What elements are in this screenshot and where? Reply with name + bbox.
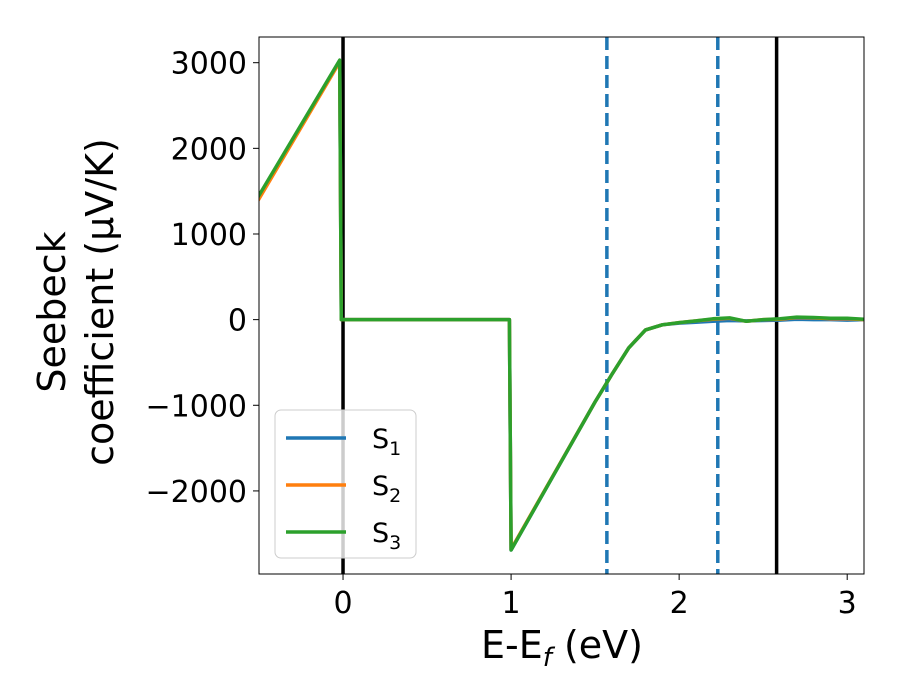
legend: S1 S2 S3	[274, 409, 417, 559]
y-axis-label-line1: Seebeck	[30, 231, 74, 392]
y-tick-label: 0	[228, 304, 247, 339]
y-axis-label-line2: coefficient (μV/K)	[78, 138, 122, 466]
legend-label-s1: S1	[372, 424, 401, 460]
x-tick-label: 1	[502, 586, 521, 621]
x-tick-label: 2	[670, 586, 689, 621]
x-tick-label: 0	[333, 586, 352, 621]
y-tick-label: 1000	[171, 218, 247, 253]
y-axis-ticks: −2000 −1000 0 1000 2000 3000	[146, 47, 259, 510]
y-tick-label: 2000	[171, 132, 247, 167]
x-axis-ticks: 0 1 2 3	[333, 574, 857, 621]
series-lines	[259, 58, 864, 552]
y-tick-label: −1000	[146, 389, 247, 424]
y-axis-label: Seebeck coefficient (μV/K)	[30, 138, 122, 466]
legend-label-s3: S3	[372, 518, 401, 554]
x-axis-label: E-Ef (eV)	[481, 623, 643, 673]
x-tick-label: 3	[838, 586, 857, 621]
y-tick-label: 3000	[171, 47, 247, 82]
series-line-s3	[259, 58, 864, 552]
legend-label-s2: S2	[372, 471, 401, 507]
y-tick-label: −2000	[146, 475, 247, 510]
plot-frame	[258, 36, 865, 575]
